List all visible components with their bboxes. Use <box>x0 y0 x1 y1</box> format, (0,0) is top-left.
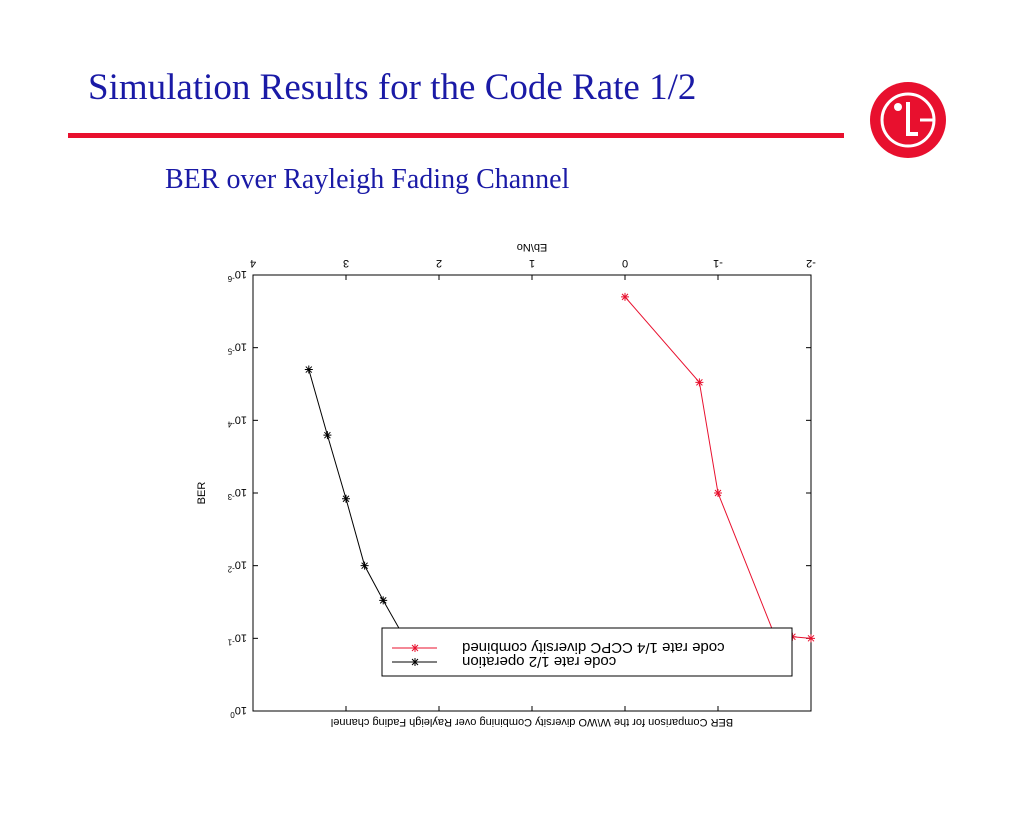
x-tick-label: -2 <box>806 257 816 269</box>
x-tick-label: 3 <box>343 257 349 269</box>
y-tick-exponent: -1 <box>227 637 235 646</box>
y-tick-label: 10-1 <box>227 631 247 646</box>
data-point-series-0 <box>695 378 704 387</box>
y-tick-exponent: -4 <box>227 419 235 428</box>
data-point-series-1 <box>323 431 332 440</box>
y-tick-label: 100 <box>230 704 247 719</box>
y-tick-label: 10-5 <box>227 341 247 356</box>
y-tick-label: 10-4 <box>227 413 247 428</box>
y-tick-base: 10 <box>235 704 247 716</box>
legend-box <box>381 627 793 677</box>
data-point-series-1 <box>342 494 350 503</box>
y-tick-label: 10-2 <box>227 559 247 574</box>
y-tick-exponent: -5 <box>227 347 235 356</box>
legend-marker <box>411 644 419 652</box>
x-tick-label: 0 <box>622 257 628 269</box>
y-tick-exponent: -3 <box>227 492 235 501</box>
lg-logo-l <box>906 102 918 136</box>
y-tick-exponent: -2 <box>227 565 235 574</box>
y-tick-exponent: -6 <box>227 274 235 283</box>
data-point-series-0 <box>621 292 629 301</box>
x-axis-label: Eb\No <box>517 241 548 253</box>
legend-marker <box>411 658 419 666</box>
y-tick-label: 10-3 <box>227 486 247 501</box>
data-point-series-0 <box>807 634 815 643</box>
y-axis-label: BER <box>196 482 208 505</box>
y-tick-exponent: 0 <box>230 710 235 719</box>
data-point-series-0 <box>714 489 722 497</box>
legend-label: code rate 1/2 operation <box>462 653 616 670</box>
slide-subtitle: BER over Rayleigh Fading Channel <box>165 164 570 195</box>
series-line-1 <box>308 369 421 636</box>
y-tick-base: 10 <box>235 413 247 425</box>
lg-logo-dot <box>894 103 902 111</box>
y-tick-base: 10 <box>235 268 247 280</box>
x-tick-label: 2 <box>436 257 442 269</box>
data-point-series-1 <box>379 596 388 605</box>
data-point-series-1 <box>304 365 313 374</box>
series-line-0 <box>624 296 812 639</box>
chart-title: BER Comparison for the W\WO diversity Co… <box>331 716 733 728</box>
title-divider <box>68 133 844 138</box>
y-tick-base: 10 <box>235 559 247 571</box>
data-point-series-1 <box>360 561 369 570</box>
lg-logo <box>870 82 946 158</box>
x-tick-label: 4 <box>250 257 256 269</box>
x-tick-label: -1 <box>713 257 723 269</box>
chart-rotated-group: -2-10123410010-110-210-310-410-510-6Eb\N… <box>196 241 816 728</box>
legend-label: code rate 1/4 CCPC diversity combined <box>462 639 725 656</box>
y-tick-base: 10 <box>235 341 247 353</box>
x-tick-label: 1 <box>529 257 535 269</box>
y-tick-base: 10 <box>235 631 247 643</box>
y-tick-base: 10 <box>235 486 247 498</box>
y-tick-label: 10-6 <box>227 268 247 283</box>
slide-title: Simulation Results for the Code Rate 1/2 <box>88 67 697 108</box>
